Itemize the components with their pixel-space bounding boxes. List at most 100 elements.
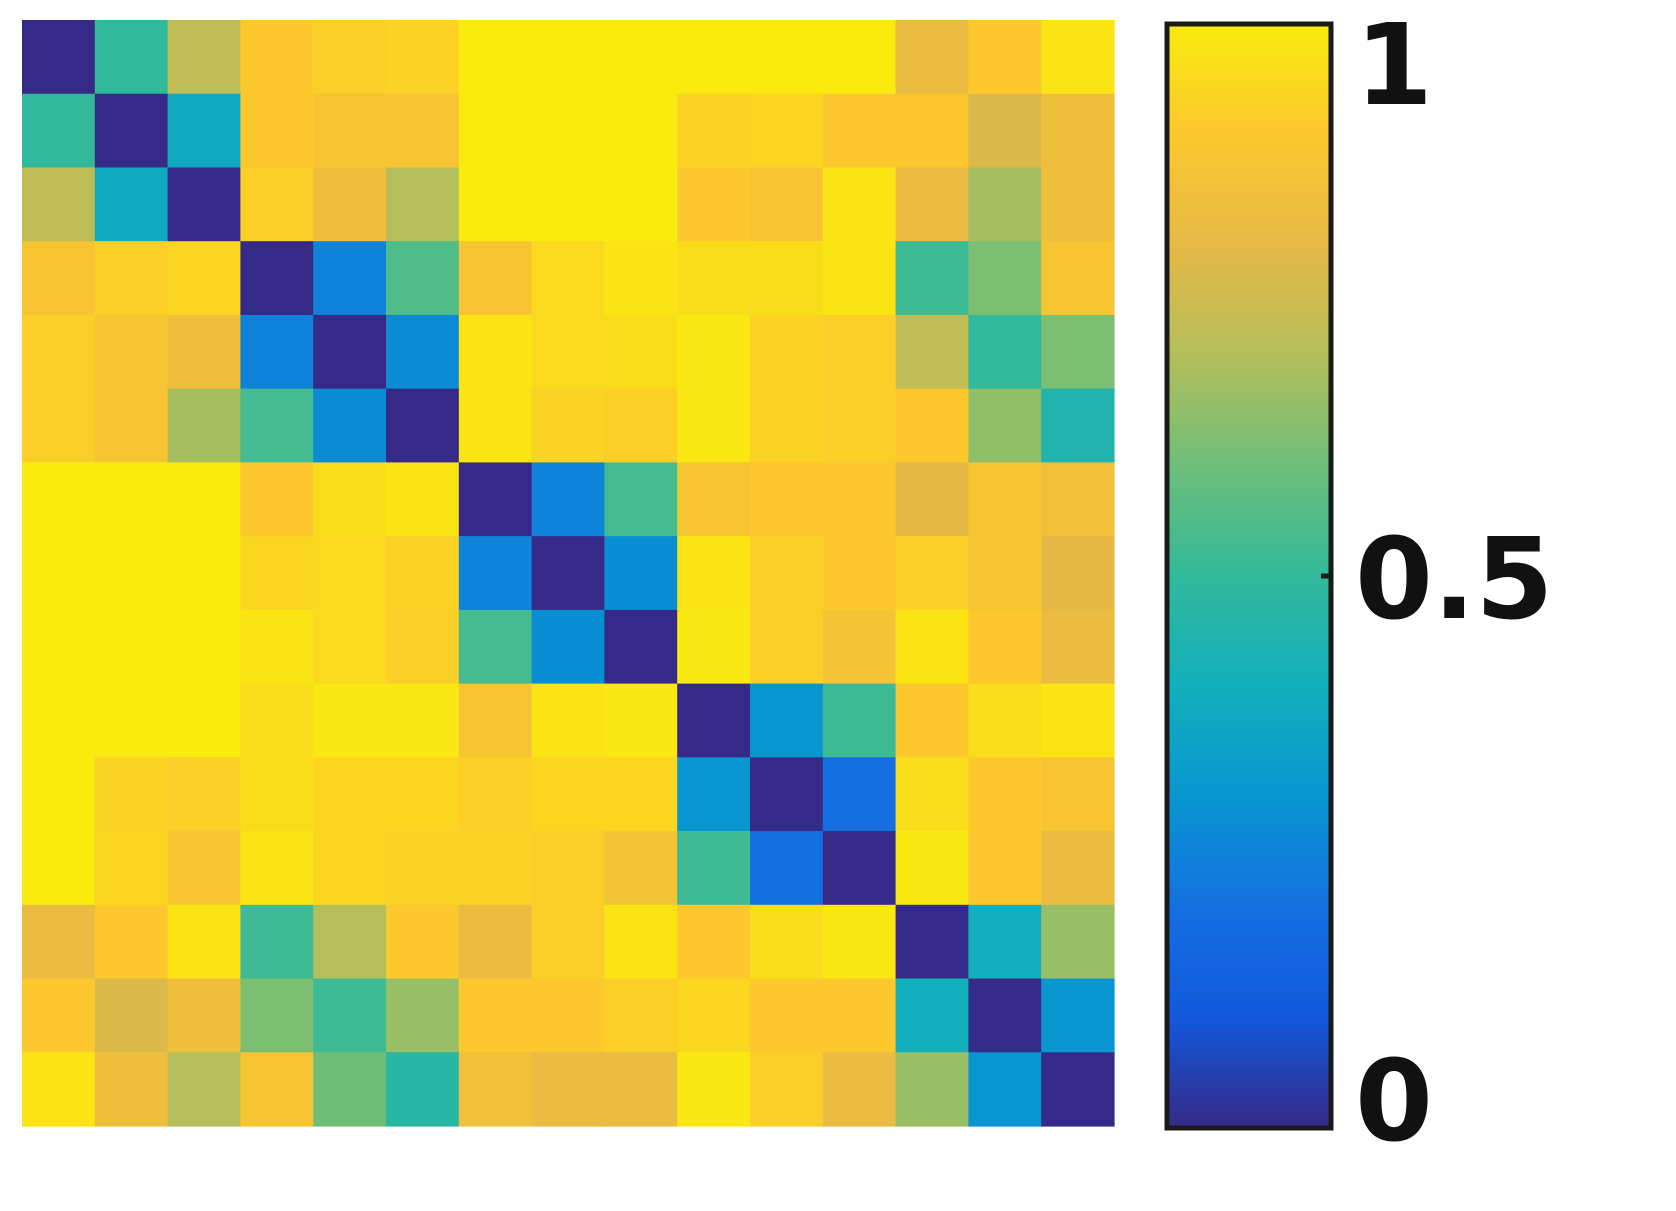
heatmap-cell [604,93,678,169]
heatmap-cell [313,978,387,1053]
heatmap-cell [240,1052,314,1127]
heatmap-cell [458,93,533,169]
heatmap-cells [22,20,1115,1127]
heatmap-cell [240,609,314,685]
heatmap-cell [313,1052,387,1127]
heatmap-cell [677,388,751,463]
heatmap-cell [94,314,169,390]
heatmap-cell [94,757,169,832]
heatmap-cell [822,609,897,685]
heatmap-cell [604,904,678,980]
heatmap-cell [458,609,533,685]
heatmap-cell [750,462,824,537]
heatmap-cell [822,978,897,1053]
heatmap-cell [531,462,605,537]
heatmap-cell [604,314,678,390]
heatmap-cell [458,978,533,1053]
heatmap-cell [22,314,96,390]
heatmap-cell [313,683,387,758]
heatmap-cell [22,388,96,463]
colorbar-gradient [1167,24,1331,1128]
heatmap-cell [750,1052,824,1127]
heatmap-cell [167,904,241,980]
heatmap-cell [1041,683,1115,758]
heatmap-cell [677,167,751,242]
heatmap-cell [386,978,460,1053]
heatmap-cell [167,388,241,463]
heatmap-cell [968,904,1042,980]
heatmap-cell [677,536,751,611]
heatmap-cell [677,93,751,169]
heatmap-cell [895,536,969,611]
heatmap-cell [386,831,460,906]
heatmap-cell [968,978,1042,1053]
heatmap-cell [677,978,751,1053]
colorbar-tick-label: 0 [1355,1037,1433,1167]
heatmap-cell [822,314,897,390]
heatmap-cell [94,93,169,169]
heatmap-cell [458,1052,533,1127]
heatmap-cell [1041,167,1115,242]
heatmap-cell [386,20,460,95]
heatmap-cell [677,241,751,316]
heatmap-cell [313,462,387,537]
heatmap-cell [968,93,1042,169]
heatmap-cell [386,93,460,169]
heatmap-cell [968,757,1042,832]
heatmap-cell [677,609,751,685]
heatmap-cell [822,904,897,980]
heatmap-cell [822,831,897,906]
heatmap-cell [313,167,387,242]
heatmap-cell [313,314,387,390]
heatmap-cell [531,241,605,316]
heatmap-cell [895,93,969,169]
heatmap-cell [22,241,96,316]
heatmap-cell [750,20,824,95]
heatmap-cell [94,904,169,980]
heatmap-cell [604,609,678,685]
heatmap-cell [968,167,1042,242]
heatmap-cell [531,20,605,95]
heatmap-cell [750,388,824,463]
heatmap-cell [386,241,460,316]
heatmap-cell [604,167,678,242]
heatmap-cell [750,536,824,611]
heatmap-cell [604,683,678,758]
heatmap-cell [750,904,824,980]
heatmap-cell [1041,904,1115,980]
heatmap-cell [458,388,533,463]
heatmap-cell [94,20,169,95]
heatmap-cell [895,241,969,316]
heatmap-cell [458,757,533,832]
heatmap-cell [895,1052,969,1127]
heatmap-cell [94,167,169,242]
heatmap-cell [313,241,387,316]
heatmap-cell [604,536,678,611]
heatmap-cell [22,757,96,832]
heatmap-cell [531,167,605,242]
heatmap-cell [895,831,969,906]
heatmap-cell [968,241,1042,316]
heatmap-cell [386,536,460,611]
heatmap-cell [531,93,605,169]
heatmap-cell [822,20,897,95]
heatmap-cell [1041,20,1115,95]
heatmap-cell [386,757,460,832]
heatmap-cell [167,757,241,832]
heatmap-cell [22,20,96,95]
heatmap-cell [531,1052,605,1127]
heatmap-cell [750,978,824,1053]
heatmap-cell [94,1052,169,1127]
heatmap-cell [22,978,96,1053]
heatmap-cell [458,314,533,390]
heatmap-cell [167,241,241,316]
heatmap-cell [750,314,824,390]
heatmap-cell [167,536,241,611]
heatmap-cell [240,904,314,980]
heatmap-cell [22,904,96,980]
heatmap-cell [968,536,1042,611]
heatmap-cell [822,388,897,463]
heatmap-cell [604,462,678,537]
heatmap-cell [386,609,460,685]
